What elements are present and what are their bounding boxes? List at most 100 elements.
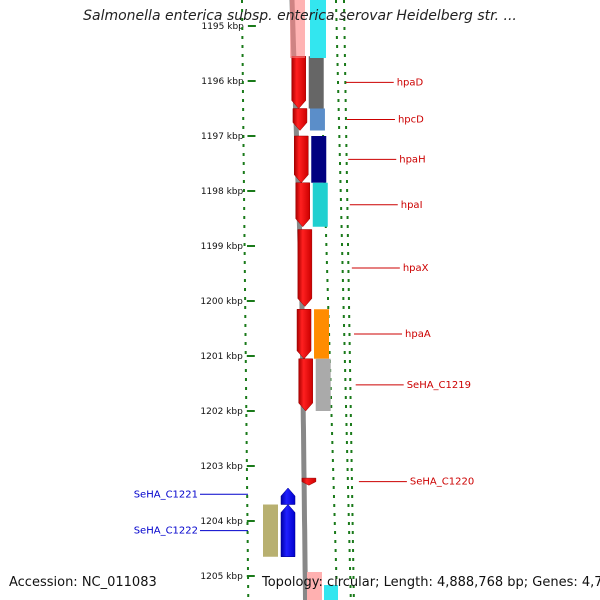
guide-dot xyxy=(241,72,244,75)
guide-dot xyxy=(348,342,351,345)
guide-dot xyxy=(245,441,248,444)
tick-label: 1200 kbp xyxy=(200,297,243,307)
guide-dot xyxy=(345,441,348,444)
guide-dot xyxy=(243,234,246,237)
guide-dot xyxy=(346,207,349,210)
guide-dot xyxy=(351,504,354,507)
guide-dot xyxy=(335,9,338,12)
gene-label: SeHA_C1221 xyxy=(134,489,198,500)
cog-block xyxy=(312,182,328,227)
guide-dot xyxy=(243,252,246,255)
guide-dot xyxy=(243,261,246,264)
guide-dot xyxy=(349,594,352,597)
guide-dot xyxy=(341,261,344,264)
gene-hpaX xyxy=(297,229,313,307)
guide-dot xyxy=(336,63,339,66)
guide-dot xyxy=(242,144,245,147)
guide-dot xyxy=(326,270,329,273)
guide-dot xyxy=(334,549,337,552)
guide-dot xyxy=(340,207,343,210)
guide-dot xyxy=(244,288,247,291)
guide-dot xyxy=(241,45,244,48)
gene-arrow xyxy=(280,487,296,505)
guide-dot xyxy=(344,396,347,399)
guide-dot xyxy=(351,486,354,489)
guide-dot xyxy=(334,540,337,543)
guide-dot xyxy=(351,540,354,543)
guide-dot xyxy=(246,567,249,570)
guide-dot xyxy=(350,468,353,471)
guide-dot xyxy=(340,234,343,237)
guide-dot xyxy=(338,126,341,129)
guide-dot xyxy=(245,396,248,399)
guide-dot xyxy=(348,549,351,552)
guide-dot xyxy=(327,306,330,309)
guide-dot xyxy=(330,405,333,408)
gene-label: SeHA_C1222 xyxy=(134,526,198,537)
guide-dot xyxy=(326,297,329,300)
guide-dot xyxy=(345,126,348,129)
guide-dot xyxy=(347,495,350,498)
guide-dot xyxy=(345,144,348,147)
gene-hpaI xyxy=(295,182,328,228)
guide-dot xyxy=(335,576,338,579)
guide-dot xyxy=(344,81,347,84)
guide-dot xyxy=(341,279,344,282)
guide-dot xyxy=(347,270,350,273)
guide-dot xyxy=(349,378,352,381)
guide-dot xyxy=(328,342,331,345)
guide-dot xyxy=(245,459,248,462)
guide-dot xyxy=(329,387,332,390)
guide-dot xyxy=(241,90,244,93)
guide-dot xyxy=(244,324,247,327)
guide-dot xyxy=(244,378,247,381)
guide-dot xyxy=(347,252,350,255)
tick-label: 1196 kbp xyxy=(201,77,244,87)
guide-dot xyxy=(351,495,354,498)
guide-dot xyxy=(325,261,328,264)
gene-label: hpaI xyxy=(401,200,423,211)
guide-dot xyxy=(339,180,342,183)
guide-dot xyxy=(246,558,249,561)
guide-dot xyxy=(345,414,348,417)
guide-dot xyxy=(341,243,344,246)
guide-dot xyxy=(337,81,340,84)
gene-label: hpaX xyxy=(403,263,429,274)
gene-arrow xyxy=(292,108,308,131)
guide-dot xyxy=(243,279,246,282)
guide-dot xyxy=(241,81,244,84)
guide-dot xyxy=(345,405,348,408)
guide-dot xyxy=(347,288,350,291)
guide-dot xyxy=(348,324,351,327)
guide-dot xyxy=(244,297,247,300)
guide-dot xyxy=(350,459,353,462)
guide-dot xyxy=(349,405,352,408)
guide-dot xyxy=(348,351,351,354)
gene-hpcD xyxy=(292,108,325,131)
guide-dot xyxy=(243,225,246,228)
guide-dot xyxy=(352,576,355,579)
guide-dot xyxy=(343,342,346,345)
guide-dot xyxy=(340,225,343,228)
guide-dot xyxy=(333,513,336,516)
guide-dot xyxy=(246,522,249,525)
guide-dot xyxy=(336,54,339,57)
guide-dot xyxy=(341,270,344,273)
guide-dot xyxy=(343,54,346,57)
guide-dot xyxy=(344,90,347,93)
tick-label: 1202 kbp xyxy=(200,407,243,417)
guide-dot xyxy=(352,594,355,597)
guide-dot xyxy=(349,423,352,426)
guide-dot xyxy=(330,423,333,426)
gene-arrow xyxy=(298,358,313,412)
guide-dot xyxy=(328,351,331,354)
cog-block xyxy=(314,309,330,359)
guide-dot xyxy=(246,540,249,543)
guide-dot xyxy=(342,315,345,318)
gene-label: hpcD xyxy=(398,115,424,126)
guide-dot xyxy=(346,450,349,453)
guide-dot xyxy=(346,189,349,192)
guide-dot xyxy=(344,369,347,372)
guide-dot xyxy=(246,477,249,480)
